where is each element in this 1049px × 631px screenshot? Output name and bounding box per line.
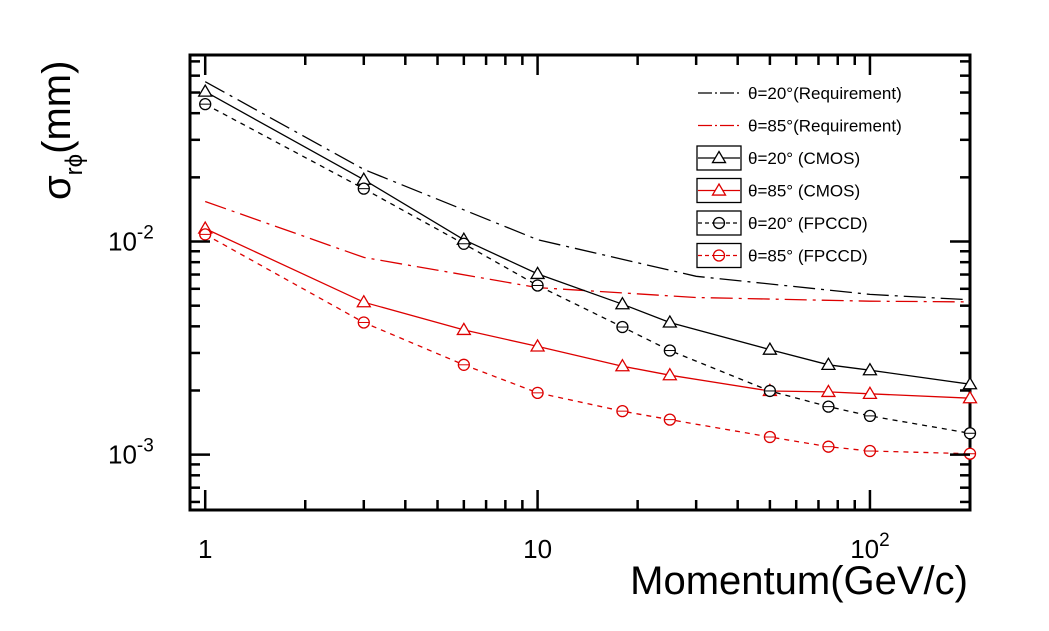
legend-entry: θ=20°(Requirement) [698,84,902,103]
data-point [529,338,546,352]
legend-swatch-box [696,177,742,204]
legend-label: θ=85° (FPCCD) [748,247,868,266]
legend-label: θ=85°(Requirement) [748,117,902,136]
data-point [962,390,978,404]
x-tick-label-exponent: 2 [879,530,890,551]
y-axis-title-subscript: rϕ [61,154,88,175]
legend-entry: θ=85° (FPCCD) [696,242,868,269]
legend-swatch-box [696,210,742,236]
data-point [614,296,631,310]
y-axis-title-symbol: σ [35,175,79,200]
series-line [204,233,971,455]
y-tick-label: 10-2 [108,223,154,257]
legend-label: θ=20° (FPCCD) [748,214,868,233]
series-line [204,91,971,385]
x-axis-title: Momentum(GeV/c) [630,559,968,603]
legend-entry: θ=85°(Requirement) [698,117,902,136]
data-point [456,322,472,336]
legend-swatch-box [696,145,742,171]
data-point [662,367,678,381]
data-point [614,358,631,372]
plot-frame [188,53,972,512]
data-point [529,266,546,280]
legend: θ=20°(Requirement) θ=85°(Requirement) θ=20… [696,84,902,269]
series-line [204,228,971,399]
legend-label: θ=20°(Requirement) [748,84,902,103]
legend-marker [711,182,727,196]
data-point [862,386,878,399]
x-tick-label: 1 [198,534,212,564]
y-axis-title: σrϕ(mm) [35,61,88,200]
axis-titles: Momentum(GeV/c) σrϕ(mm) [35,61,968,603]
series-5 [199,228,977,460]
series-2 [197,83,978,390]
series-line [204,200,971,303]
y-tick-label: 10-3 [108,436,154,470]
y-axis-title-unit: (mm) [35,61,79,154]
legend-marker [711,150,727,164]
y-tick-label-exponent: -3 [137,436,154,457]
plot-area [188,53,972,512]
series-1 [204,200,971,303]
data-point [197,83,213,97]
legend-label: θ=85° (CMOS) [748,182,860,201]
legend-entry: θ=85° (CMOS) [696,177,860,204]
data-point [962,376,978,390]
data-point [862,362,878,376]
series-0 [204,81,971,301]
data-point [762,341,778,355]
series-layer [197,81,978,460]
legend-entry: θ=20° (FPCCD) [696,210,868,236]
data-point [820,384,837,398]
data-point [662,314,678,328]
x-tick-label: 10 [523,534,552,564]
series-line [204,81,971,301]
legend-entry: θ=20° (CMOS) [696,145,860,171]
series-4 [199,98,977,440]
legend-swatch-box [696,242,742,269]
y-tick-label-exponent: -2 [137,223,154,244]
legend-label: θ=20° (CMOS) [748,149,860,168]
data-point [820,357,837,370]
data-point [356,294,372,308]
